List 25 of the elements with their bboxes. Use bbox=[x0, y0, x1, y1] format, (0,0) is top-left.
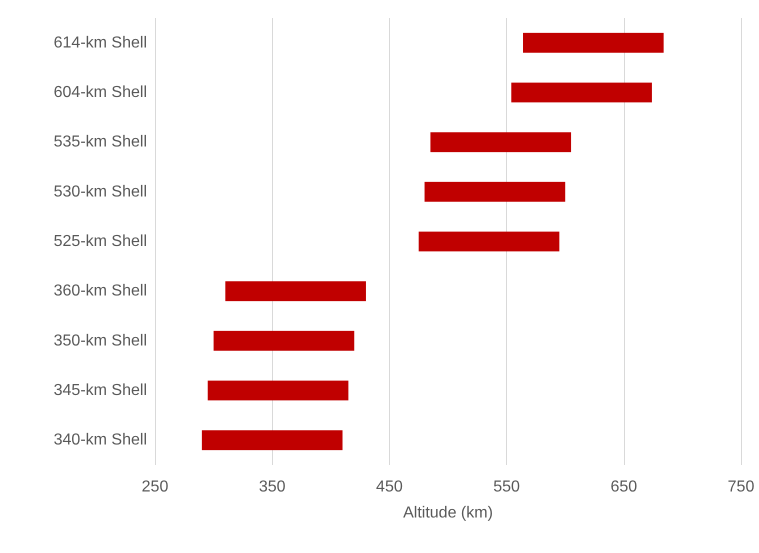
x-tick-label: 250 bbox=[142, 478, 168, 496]
x-tick-label: 550 bbox=[493, 478, 520, 496]
bar bbox=[225, 281, 366, 302]
x-tick-label: 450 bbox=[376, 478, 403, 496]
bar bbox=[214, 330, 354, 351]
y-tick-label: 350-km Shell bbox=[54, 332, 147, 350]
x-tick-label: 350 bbox=[258, 478, 286, 496]
bar bbox=[208, 380, 348, 400]
y-tick-label: 340-km Shell bbox=[54, 432, 147, 449]
y-tick-label: 530-km Shell bbox=[54, 183, 147, 200]
y-tick-label: 614-km Shell bbox=[54, 34, 147, 52]
bar bbox=[523, 32, 664, 53]
y-tick-label: 525-km Shell bbox=[54, 233, 147, 250]
bar bbox=[418, 232, 560, 252]
bar bbox=[424, 182, 566, 202]
bar bbox=[511, 82, 652, 102]
y-tick-label: 535-km Shell bbox=[54, 134, 147, 151]
bar bbox=[430, 132, 572, 152]
x-axis-title: Altitude (km) bbox=[403, 504, 493, 522]
y-tick-label: 604-km Shell bbox=[54, 84, 147, 101]
y-tick-label: 345-km Shell bbox=[54, 382, 147, 399]
bar bbox=[202, 430, 343, 450]
x-tick-label: 650 bbox=[610, 478, 638, 496]
y-tick-label: 360-km Shell bbox=[54, 282, 147, 300]
x-tick-label: 750 bbox=[728, 478, 754, 496]
